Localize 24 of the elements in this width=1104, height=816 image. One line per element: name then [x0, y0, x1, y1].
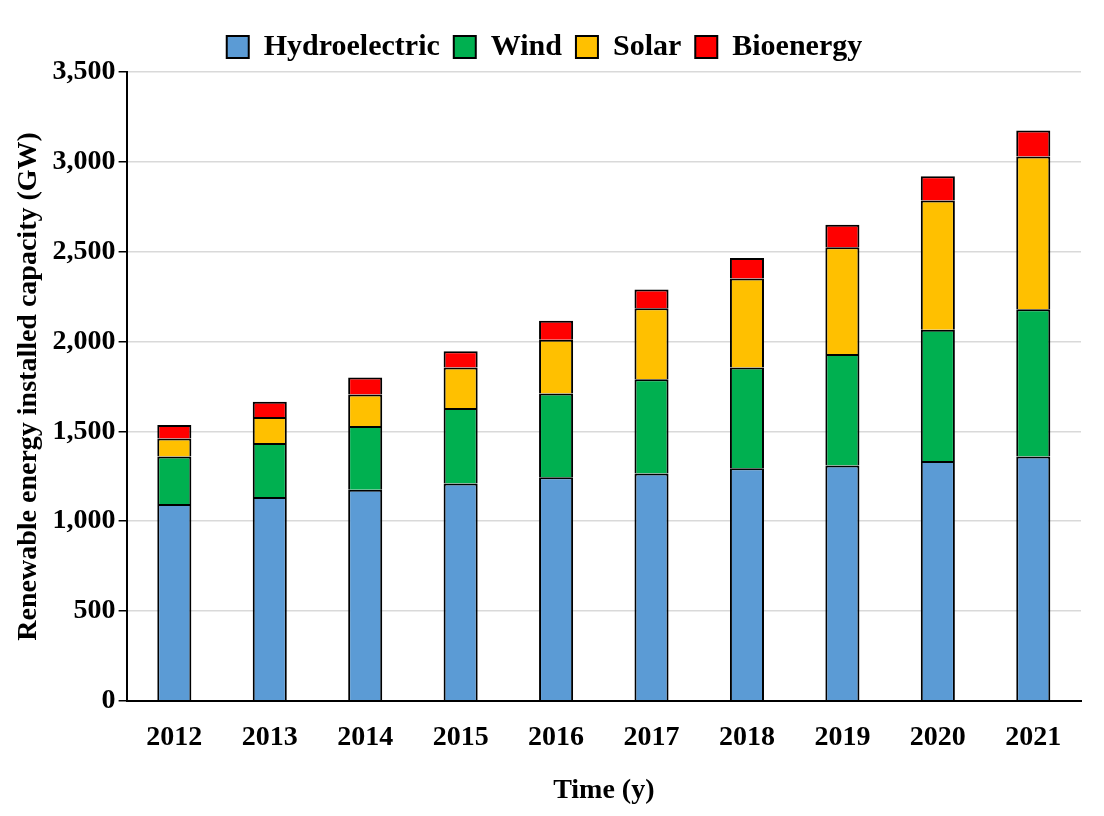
y-tick-label: 2,500: [52, 233, 116, 265]
x-tick-label: 2018: [718, 719, 775, 751]
legend-label: Wind: [490, 27, 563, 61]
legend-label: Hydroelectric: [263, 27, 440, 61]
y-tick-label: 2,000: [52, 323, 116, 355]
x-tick-label: 2012: [146, 719, 203, 751]
x-tick-label: 2016: [528, 719, 585, 751]
x-tick-label: 2021: [1005, 719, 1062, 751]
x-axis-title: Time (y): [553, 773, 655, 805]
y-tick-label: 0: [101, 683, 116, 715]
x-tick-label: 2014: [337, 719, 394, 751]
x-tick-label: 2015: [432, 719, 489, 751]
x-tick-label: 2019: [814, 719, 871, 751]
y-tick-label: 1,500: [52, 413, 116, 445]
y-tick-label: 3,000: [52, 144, 116, 176]
x-tick-label: 2013: [241, 719, 298, 751]
legend-label: Solar: [612, 27, 682, 61]
y-tick-label: 3,500: [52, 54, 116, 86]
y-tick-label: 500: [73, 593, 116, 625]
x-tick-label: 2017: [623, 719, 680, 751]
y-tick-label: 1,000: [52, 503, 116, 535]
legend-label: Bioenergy: [732, 27, 863, 61]
x-tick-label: 2020: [909, 719, 966, 751]
y-axis-title: Renewable energy installed capacity (GW): [11, 132, 43, 641]
